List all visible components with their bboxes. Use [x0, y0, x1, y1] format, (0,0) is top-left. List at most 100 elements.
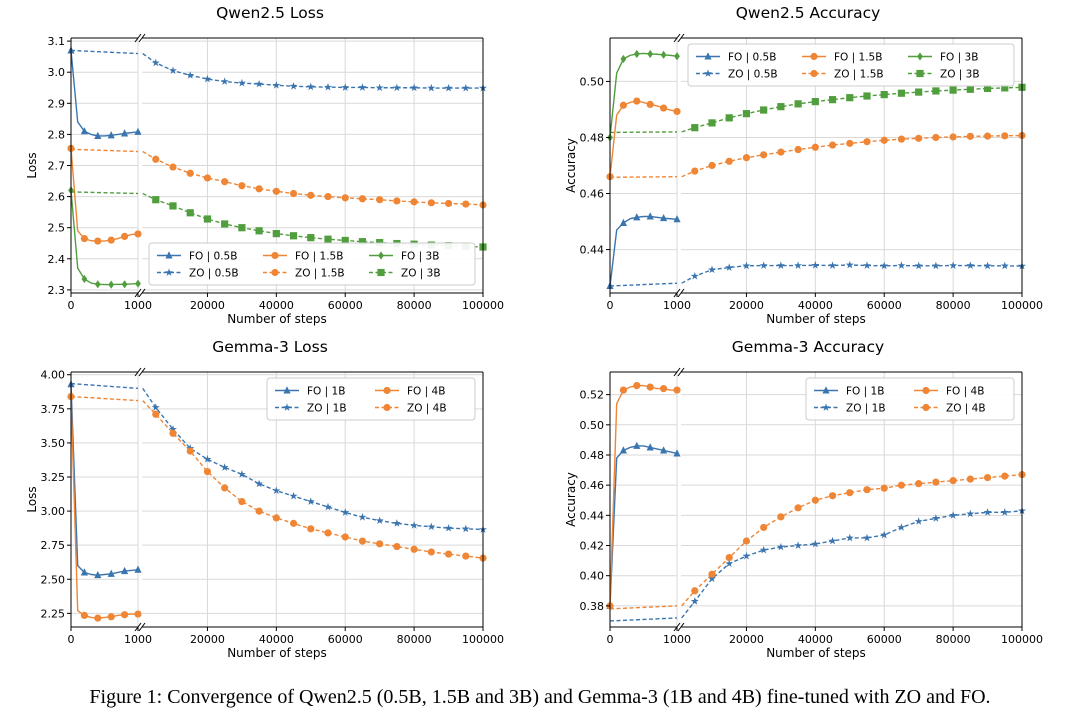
data-point — [94, 570, 102, 579]
data-point — [619, 101, 628, 109]
data-point — [845, 533, 854, 542]
data-point — [811, 261, 820, 269]
data-point — [306, 82, 315, 91]
series-line — [70, 148, 139, 153]
data-point — [80, 568, 88, 576]
data-point — [660, 446, 668, 454]
data-point — [932, 478, 940, 486]
series-line — [70, 50, 139, 137]
series-line — [70, 148, 139, 242]
data-point — [897, 135, 906, 143]
legend-label: ZO | 1.5B — [834, 69, 884, 81]
data-point — [932, 87, 940, 95]
series-line — [609, 384, 677, 606]
data-point — [220, 463, 229, 471]
data-point — [660, 384, 668, 393]
legend-label: FO | 4B — [407, 386, 445, 398]
data-point — [324, 529, 332, 537]
data-point — [94, 280, 101, 289]
series-line — [609, 215, 678, 287]
data-point — [1001, 472, 1009, 480]
data-point — [846, 139, 854, 147]
y-tick-label: 3.50 — [41, 437, 66, 450]
y-tick-label: 2.5 — [48, 222, 66, 235]
axis-break-mark — [673, 33, 681, 43]
data-point — [272, 486, 281, 495]
data-point — [1001, 132, 1009, 140]
series-line — [609, 52, 678, 138]
data-point — [647, 49, 654, 59]
data-point — [914, 261, 923, 270]
y-tick-label: 2.75 — [41, 539, 66, 552]
legend-label: FO | 4B — [946, 386, 984, 398]
data-point — [794, 145, 802, 154]
x-tick-label: 0 — [68, 299, 75, 312]
data-point — [107, 131, 115, 139]
legend-marker — [922, 403, 930, 412]
data-point — [811, 496, 819, 504]
legend-label: ZO | 3B — [940, 69, 980, 81]
series-zo-4b — [70, 395, 487, 562]
x-tick-label: 100000 — [462, 633, 504, 646]
data-point — [255, 79, 264, 88]
x-tick-label: 20000 — [729, 633, 764, 646]
data-point — [410, 545, 418, 553]
chart-title: Qwen2.5 Accuracy — [736, 4, 881, 22]
data-point — [341, 83, 350, 91]
data-point — [358, 83, 367, 91]
data-point — [931, 514, 940, 522]
data-point — [203, 467, 212, 476]
legend-marker — [378, 251, 384, 260]
data-point — [107, 613, 115, 621]
legend-label: ZO | 4B — [946, 403, 986, 415]
data-point — [289, 232, 298, 240]
data-point — [725, 559, 734, 568]
data-point — [949, 261, 958, 269]
data-point — [897, 481, 906, 489]
data-point — [673, 449, 681, 457]
y-axis-label: Accuracy — [564, 472, 578, 527]
x-tick-label: 1000 — [124, 633, 152, 646]
legend-marker — [165, 251, 173, 259]
data-point — [186, 209, 194, 217]
data-point — [776, 542, 785, 551]
series-fo-1b — [606, 441, 681, 609]
data-point — [152, 196, 160, 204]
data-point — [949, 86, 957, 94]
legend-box — [266, 377, 476, 421]
data-point — [375, 83, 384, 92]
x-tick-label: 60000 — [328, 633, 363, 646]
data-point — [169, 163, 177, 171]
legend: FO | 1B ZO | 1B FO | 4B ZO | 4B — [805, 377, 1015, 421]
data-point — [255, 227, 263, 235]
data-point — [691, 587, 699, 595]
data-point — [725, 114, 733, 122]
data-point — [121, 566, 129, 575]
chart-title: Qwen2.5 Loss — [216, 4, 324, 22]
data-point — [203, 174, 212, 182]
data-point — [392, 83, 401, 92]
legend-label: FO | 1B — [307, 386, 345, 398]
legend-label: FO | 0.5B — [189, 251, 237, 263]
y-tick-label: 2.3 — [48, 284, 66, 297]
y-tick-label: 0.52 — [580, 389, 605, 402]
x-tick-label: 40000 — [798, 633, 833, 646]
legend-label: ZO | 1B — [846, 403, 886, 415]
data-point — [897, 89, 906, 97]
series-line — [609, 176, 678, 178]
series-line — [609, 445, 678, 606]
axis-break-mark — [677, 622, 685, 632]
x-tick-label: 0 — [607, 633, 614, 646]
data-point — [94, 131, 102, 139]
data-point — [1001, 84, 1009, 92]
data-point — [272, 514, 280, 522]
y-axis-label: Loss — [25, 152, 39, 178]
legend-marker — [283, 403, 291, 411]
series-zo-3b — [70, 191, 487, 251]
data-point — [660, 104, 668, 112]
data-point — [272, 187, 280, 195]
data-point — [121, 232, 129, 241]
data-point — [392, 519, 401, 527]
data-point — [376, 196, 384, 204]
data-point — [932, 133, 940, 142]
